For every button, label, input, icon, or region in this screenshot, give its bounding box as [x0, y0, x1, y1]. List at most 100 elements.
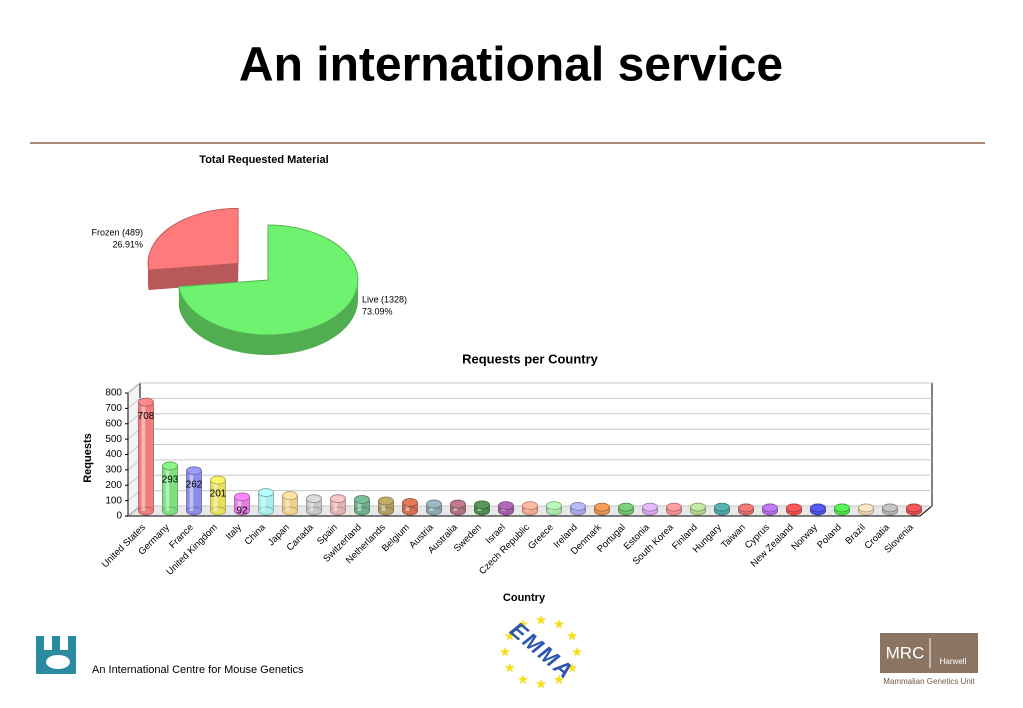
bar-cap: [714, 502, 730, 512]
bar-shine: [237, 496, 242, 511]
emma-logo: [499, 614, 583, 689]
star: [504, 662, 516, 673]
bar-base: [138, 506, 154, 516]
bar-cap: [282, 491, 298, 501]
star: [517, 674, 529, 685]
bar-shine: [165, 465, 170, 511]
value-label: 262: [186, 479, 203, 490]
star: [504, 630, 516, 641]
bar-base: [162, 506, 178, 516]
left-logo: [36, 636, 76, 674]
bar-cap: [258, 488, 274, 497]
bar-cap: [186, 466, 202, 476]
y-tick-label: 100: [105, 495, 122, 506]
value-label: 92: [236, 505, 248, 516]
bar-cap: [642, 502, 658, 512]
pie-percent: 73.09%: [362, 306, 393, 316]
x-axis-label: Country: [503, 592, 546, 604]
bar-title: Requests per Country: [462, 351, 599, 366]
pie-slice: [177, 224, 359, 336]
star: [553, 618, 565, 629]
bar-shine: [333, 498, 338, 511]
bar-shine: [213, 480, 218, 511]
bar-cap: [498, 501, 514, 511]
footer-text: An International Centre for Mouse Geneti…: [92, 664, 304, 676]
bar: [186, 470, 202, 512]
bar-cap: [834, 503, 850, 513]
bar-cap: [378, 496, 394, 506]
bar-cap: [762, 503, 778, 513]
bar-cap: [234, 492, 250, 502]
bar-shine: [189, 470, 194, 511]
bar-shine: [381, 501, 386, 511]
bar-base: [282, 506, 298, 516]
bar-cap: [810, 503, 826, 513]
bar-shine: [357, 499, 362, 511]
bar-shine: [285, 495, 290, 511]
star: [499, 646, 511, 657]
star: [517, 618, 529, 629]
y-tick-label: 700: [105, 403, 122, 414]
star: [566, 662, 578, 673]
bar-base: [258, 506, 274, 516]
value-label: 293: [162, 475, 179, 486]
mrc-text: MRC: [886, 643, 925, 662]
bar-cap: [882, 503, 898, 513]
y-tick-label: 800: [105, 388, 122, 399]
pie-title: Total Requested Material: [199, 154, 328, 166]
mrc-box: [880, 633, 978, 673]
bar-cap: [858, 503, 874, 513]
bar-shine: [309, 498, 314, 511]
bar-cap: [570, 501, 586, 511]
y-tick-label: 200: [105, 480, 122, 491]
pie-slice: [147, 207, 239, 271]
bar-shine: [261, 492, 266, 511]
star: [535, 614, 547, 625]
bar-base: [330, 506, 346, 516]
y-tick-label: 600: [105, 418, 122, 429]
bar-cap: [618, 502, 634, 512]
logo-cut: [60, 636, 68, 650]
value-label: 708: [138, 411, 155, 422]
star: [566, 630, 578, 641]
bar-cap: [594, 502, 610, 512]
bar-cap: [474, 500, 490, 510]
bar-cap: [162, 461, 178, 471]
bar-shine: [141, 402, 146, 511]
pie-percent: 26.91%: [112, 239, 143, 249]
y-tick-label: 500: [105, 434, 122, 445]
y-tick-label: 300: [105, 465, 122, 476]
bar-cap: [330, 494, 346, 504]
pie-label: Live (1328): [362, 294, 407, 304]
star: [535, 678, 547, 689]
bar-cap: [402, 498, 418, 507]
bar-base: [354, 506, 370, 516]
grid-line: [127, 397, 932, 409]
star: [571, 646, 583, 657]
bar-cap: [690, 502, 706, 512]
bar-cap: [666, 502, 682, 512]
logo-cut: [44, 636, 52, 650]
mrc-caption: Mammalian Genetics Unit: [883, 677, 975, 686]
bar-base: [234, 506, 250, 516]
bar-cap: [738, 503, 754, 513]
bar-cap: [138, 397, 154, 407]
bar-cap: [306, 494, 322, 504]
bar-cap: [426, 499, 442, 509]
bar-base: [210, 506, 226, 516]
logo-mouse: [46, 655, 70, 669]
star: [553, 674, 565, 685]
slide-title: An international service: [239, 39, 783, 92]
pie-label: Frozen (489): [91, 227, 143, 237]
bar-cap: [906, 503, 922, 513]
bar-cap: [522, 501, 538, 511]
y-tick-label: 400: [105, 449, 122, 460]
bar: [162, 465, 178, 512]
bar-cap: [450, 499, 466, 509]
bar-base: [378, 506, 394, 516]
y-axis-label: Requests: [82, 433, 94, 483]
bar-cap: [354, 495, 370, 504]
bar-shine: [405, 502, 410, 511]
